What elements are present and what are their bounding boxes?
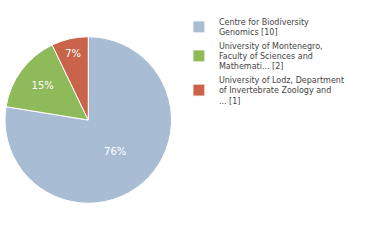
svg-text:Centre for BiodiversityGenomic: Centre for BiodiversityGenomics [10] <box>219 18 309 37</box>
svg-text:University of Lodz, Department: University of Lodz, Departmentof Inverte… <box>219 76 344 106</box>
svg-text:76%: 76% <box>104 146 126 157</box>
svg-text:15%: 15% <box>32 80 54 91</box>
svg-text:7%: 7% <box>65 48 81 59</box>
svg-text:University of Montenegro,Facul: University of Montenegro,Faculty of Scie… <box>219 42 323 72</box>
